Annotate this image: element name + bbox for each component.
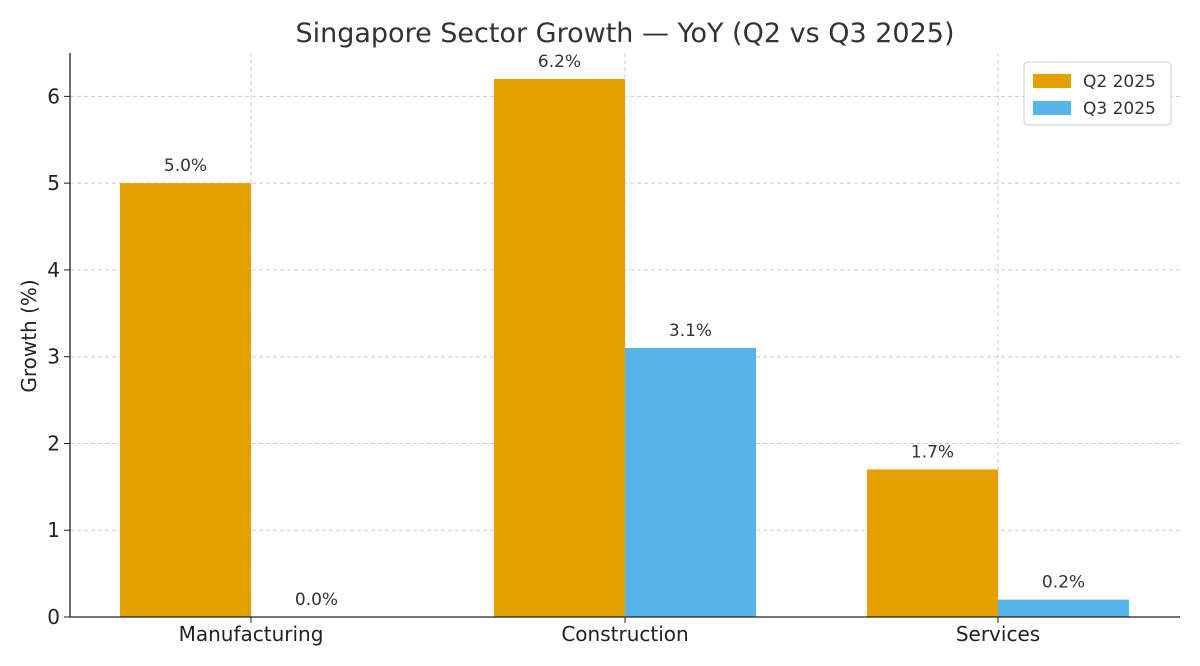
legend-swatch-q2 [1033,74,1071,88]
axes [64,53,1180,623]
bars [120,79,1129,618]
bar-manufacturing-q2 [120,183,251,617]
y-tick-label: 1 [47,518,60,542]
data-label: 3.1% [669,321,712,341]
y-tick-label: 0 [47,605,60,629]
data-label: 0.0% [295,590,338,610]
x-tick-label: Construction [561,622,688,646]
x-tick-label: Services [956,622,1040,646]
y-tick-label: 4 [47,258,60,282]
legend-label: Q2 2025 [1083,72,1156,92]
legend-swatch-q3 [1033,101,1071,115]
bar-construction-q2 [494,79,625,618]
legend-label: Q3 2025 [1083,99,1156,119]
bar-construction-q3 [625,348,756,617]
y-tick-label: 6 [47,84,60,108]
data-label: 5.0% [164,156,207,176]
data-label: 1.7% [911,442,954,462]
data-label: 6.2% [538,52,581,72]
bar-services-q3 [998,599,1129,617]
x-tick-label: Manufacturing [179,622,324,646]
bar-services-q2 [867,469,998,617]
tick-labels: 0 1 2 3 4 5 6 Manufacturing Construction Services [47,84,1040,646]
data-label: 0.2% [1042,573,1085,593]
data-labels: 5.0% 6.2% 1.7% 0.0% 3.1% 0.2% [164,52,1085,610]
y-tick-label: 5 [47,171,60,195]
chart-title: Singapore Sector Growth — YoY (Q2 vs Q3 … [295,18,954,49]
legend: Q2 2025 Q3 2025 [1023,61,1172,126]
y-tick-label: 3 [47,345,60,369]
y-axis-label: Growth (%) [17,279,41,392]
y-tick-label: 2 [47,431,60,455]
